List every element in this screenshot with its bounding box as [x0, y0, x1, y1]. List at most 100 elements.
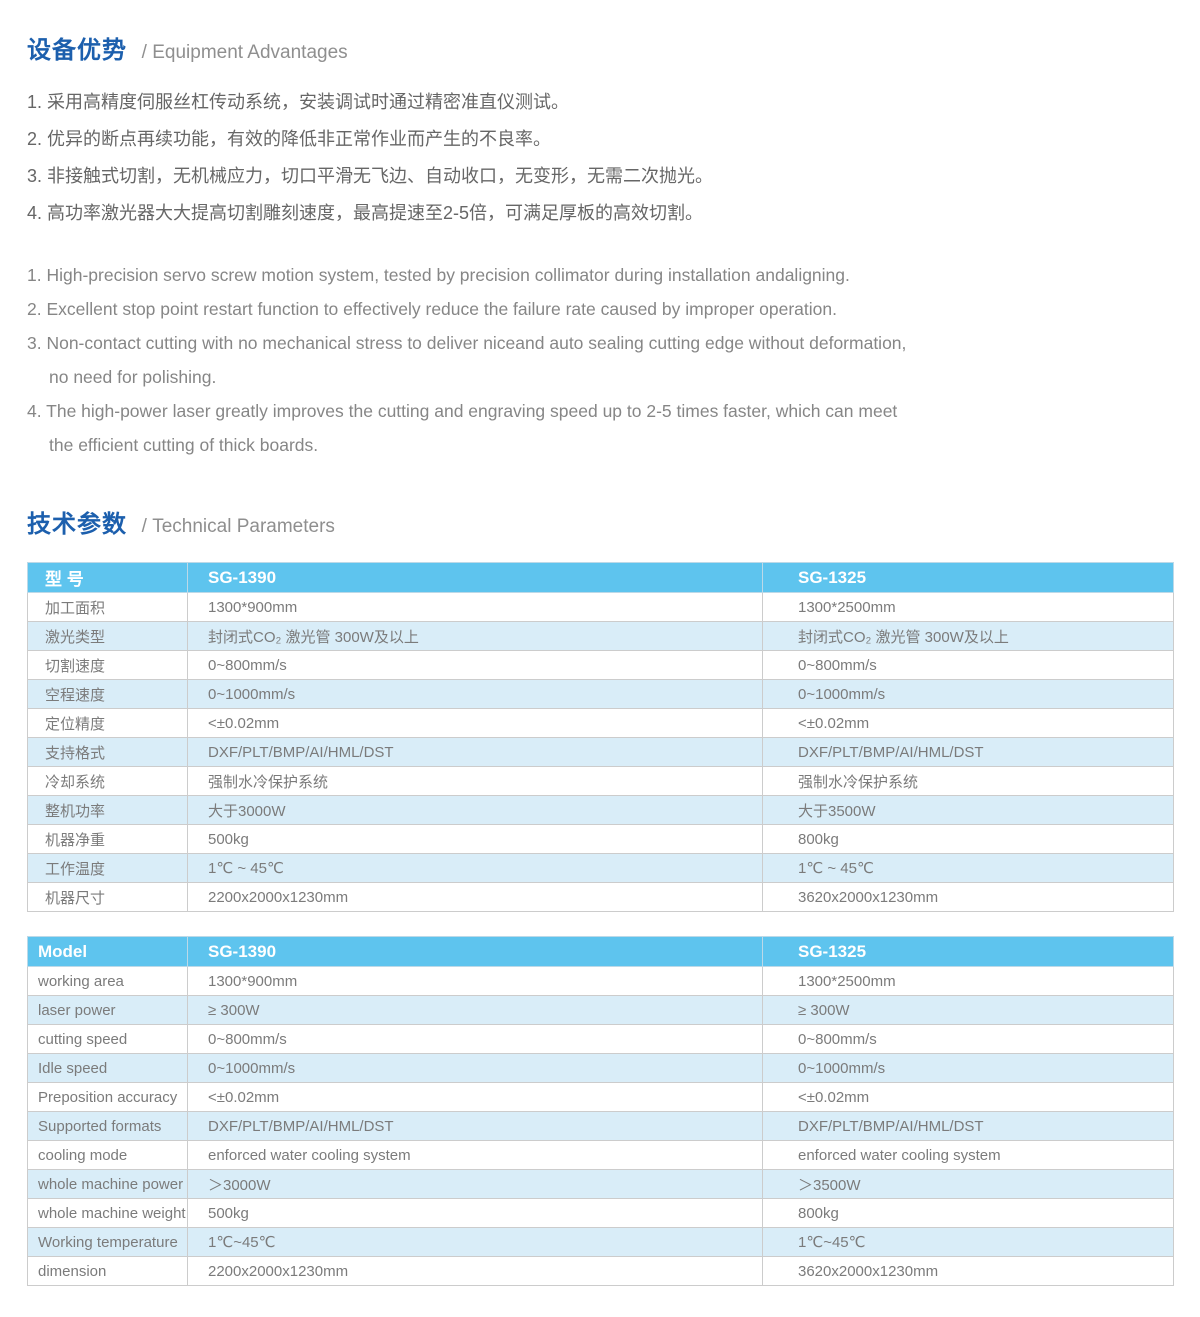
- spec-label-cell: 支持格式: [27, 737, 188, 767]
- spec-value-cell: 1300*900mm: [187, 592, 763, 622]
- spec-label-cell: 工作温度: [27, 853, 188, 883]
- spec-label-cell: working area: [27, 966, 188, 996]
- table-row: Supported formats DXF/PLT/BMP/AI/HML/DST D…: [27, 1111, 1174, 1141]
- table-row: 机器尺寸 2200x2000x1230mm 3620x2000x1230mm: [27, 882, 1174, 912]
- spec-value-cell: 封闭式CO₂ 激光管 300W及以上: [762, 621, 1174, 651]
- spec-value-cell: <±0.02mm: [187, 1082, 763, 1112]
- spec-label-cell: 空程速度: [27, 679, 188, 709]
- advantage-item-en-4: 4. The high-power laser greatly improves…: [27, 401, 898, 421]
- spec-value-cell: 0~1000mm/s: [762, 679, 1174, 709]
- spec-label-cell: 冷却系统: [27, 766, 188, 796]
- spec-label-cell: 机器尺寸: [27, 882, 188, 912]
- spec-label-cell: dimension: [27, 1256, 188, 1286]
- table-row: cooling mode enforced water cooling syste…: [27, 1140, 1174, 1170]
- advantage-item-en-3-cont: no need for polishing.: [49, 367, 217, 387]
- technical-parameters-title-en: / Technical Parameters: [141, 516, 335, 537]
- advantages-list-cn: 1. 采用高精度伺服丝杠传动系统，安装调试时通过精密准直仪测试。 2. 优异的断…: [27, 84, 1200, 232]
- table-row: cutting speed 0~800mm/s 0~800mm/s: [27, 1024, 1174, 1054]
- spec-value-cell: 强制水冷保护系统: [762, 766, 1174, 796]
- advantage-item-en-2: 2. Excellent stop point restart function…: [27, 299, 837, 319]
- spec-value-cell: DXF/PLT/BMP/AI/HML/DST: [762, 737, 1174, 767]
- table-row: dimension 2200x2000x1230mm 3620x2000x1230m…: [27, 1256, 1174, 1286]
- spec-value-cell: 2200x2000x1230mm: [187, 882, 763, 912]
- table-row: Idle speed 0~1000mm/s 0~1000mm/s: [27, 1053, 1174, 1083]
- table-row: 定位精度 <±0.02mm <±0.02mm: [27, 708, 1174, 738]
- technical-parameters-table-cn: 型 号 SG-1390 SG-1325 加工面积 1300*900mm 1300*2…: [27, 562, 1174, 912]
- spec-value-cell: 1300*2500mm: [762, 592, 1174, 622]
- spec-value-cell: 1℃ ~ 45℃: [762, 853, 1174, 883]
- advantage-item-cn-1: 1. 采用高精度伺服丝杠传动系统，安装调试时通过精密准直仪测试。: [27, 92, 570, 112]
- spec-value-cell: 500kg: [187, 824, 763, 854]
- column-header-sg-1390: SG-1390: [187, 562, 763, 593]
- spec-value-cell: 0~1000mm/s: [762, 1053, 1174, 1083]
- column-header-sg-1390: SG-1390: [187, 936, 763, 967]
- spec-value-cell: DXF/PLT/BMP/AI/HML/DST: [762, 1111, 1174, 1141]
- spec-label-cell: whole machine power: [27, 1169, 188, 1199]
- equipment-advantages-title-cn: 设备优势: [27, 37, 127, 64]
- spec-value-cell: 3620x2000x1230mm: [762, 882, 1174, 912]
- spec-value-cell: 大于3500W: [762, 795, 1174, 825]
- spec-value-cell: 0~1000mm/s: [187, 1053, 763, 1083]
- table-row: laser power ≥ 300W ≥ 300W: [27, 995, 1174, 1025]
- table-row: working area 1300*900mm 1300*2500mm: [27, 966, 1174, 996]
- table-row: 整机功率 大于3000W 大于3500W: [27, 795, 1174, 825]
- equipment-advantages-title-en: / Equipment Advantages: [141, 42, 348, 63]
- table-row: 冷却系统 强制水冷保护系统 强制水冷保护系统: [27, 766, 1174, 796]
- table-header-row: 型 号 SG-1390 SG-1325: [27, 562, 1174, 593]
- spec-value-cell: <±0.02mm: [762, 1082, 1174, 1112]
- spec-value-cell: ≥ 300W: [762, 995, 1174, 1025]
- advantages-list-en: 1. High-precision servo screw motion sys…: [27, 258, 1200, 462]
- column-header-sg-1325: SG-1325: [762, 562, 1174, 593]
- technical-parameters-table-en: Model SG-1390 SG-1325 working area 1300*9…: [27, 936, 1174, 1286]
- spec-value-cell: 1℃ ~ 45℃: [187, 853, 763, 883]
- spec-value-cell: <±0.02mm: [187, 708, 763, 738]
- spec-label-cell: 加工面积: [27, 592, 188, 622]
- spec-value-cell: 800kg: [762, 1198, 1174, 1228]
- advantage-item-en-4-cont: the efficient cutting of thick boards.: [49, 435, 319, 455]
- spec-value-cell: ＞3000W: [187, 1169, 763, 1199]
- table-row: 加工面积 1300*900mm 1300*2500mm: [27, 592, 1174, 622]
- technical-parameters-title-cn: 技术参数: [27, 511, 127, 538]
- spec-label-cell: cooling mode: [27, 1140, 188, 1170]
- spec-value-cell: 0~800mm/s: [762, 650, 1174, 680]
- column-header-sg-1325: SG-1325: [762, 936, 1174, 967]
- spec-label-cell: Supported formats: [27, 1111, 188, 1141]
- spec-value-cell: 1300*2500mm: [762, 966, 1174, 996]
- advantage-item-en-3: 3. Non-contact cutting with no mechanica…: [27, 333, 907, 353]
- spec-value-cell: DXF/PLT/BMP/AI/HML/DST: [187, 1111, 763, 1141]
- spec-value-cell: enforced water cooling system: [762, 1140, 1174, 1170]
- table-row: whole machine power ＞3000W ＞3500W: [27, 1169, 1174, 1199]
- spec-value-cell: 0~800mm/s: [187, 1024, 763, 1054]
- spec-value-cell: ＞3500W: [762, 1169, 1174, 1199]
- spec-label-cell: Working temperature: [27, 1227, 188, 1257]
- model-header-cell: Model: [27, 936, 188, 967]
- spec-value-cell: 800kg: [762, 824, 1174, 854]
- spec-label-cell: laser power: [27, 995, 188, 1025]
- spec-label-cell: 定位精度: [27, 708, 188, 738]
- spec-value-cell: 0~1000mm/s: [187, 679, 763, 709]
- spec-label-cell: 整机功率: [27, 795, 188, 825]
- spec-value-cell: 1℃~45℃: [187, 1227, 763, 1257]
- table-row: 空程速度 0~1000mm/s 0~1000mm/s: [27, 679, 1174, 709]
- spec-value-cell: 1300*900mm: [187, 966, 763, 996]
- table-row: 机器净重 500kg 800kg: [27, 824, 1174, 854]
- spec-value-cell: 强制水冷保护系统: [187, 766, 763, 796]
- technical-parameters-title: 技术参数 / Technical Parameters: [27, 510, 1200, 542]
- table-row: Preposition accuracy <±0.02mm <±0.02mm: [27, 1082, 1174, 1112]
- spec-label-cell: Preposition accuracy: [27, 1082, 188, 1112]
- spec-label-cell: 机器净重: [27, 824, 188, 854]
- advantage-item-cn-4: 4. 高功率激光器大大提高切割雕刻速度，最高提速至2-5倍，可满足厚板的高效切割…: [27, 203, 704, 223]
- spec-label-cell: 激光类型: [27, 621, 188, 651]
- advantage-item-en-1: 1. High-precision servo screw motion sys…: [27, 265, 850, 285]
- spec-value-cell: enforced water cooling system: [187, 1140, 763, 1170]
- table-row: 工作温度 1℃ ~ 45℃ 1℃ ~ 45℃: [27, 853, 1174, 883]
- table-row: 切割速度 0~800mm/s 0~800mm/s: [27, 650, 1174, 680]
- table-row: Working temperature 1℃~45℃ 1℃~45℃: [27, 1227, 1174, 1257]
- spec-value-cell: DXF/PLT/BMP/AI/HML/DST: [187, 737, 763, 767]
- table-row: whole machine weight 500kg 800kg: [27, 1198, 1174, 1228]
- spec-value-cell: 3620x2000x1230mm: [762, 1256, 1174, 1286]
- model-header-cell: 型 号: [27, 562, 188, 593]
- spec-label-cell: cutting speed: [27, 1024, 188, 1054]
- spec-value-cell: 2200x2000x1230mm: [187, 1256, 763, 1286]
- spec-label-cell: Idle speed: [27, 1053, 188, 1083]
